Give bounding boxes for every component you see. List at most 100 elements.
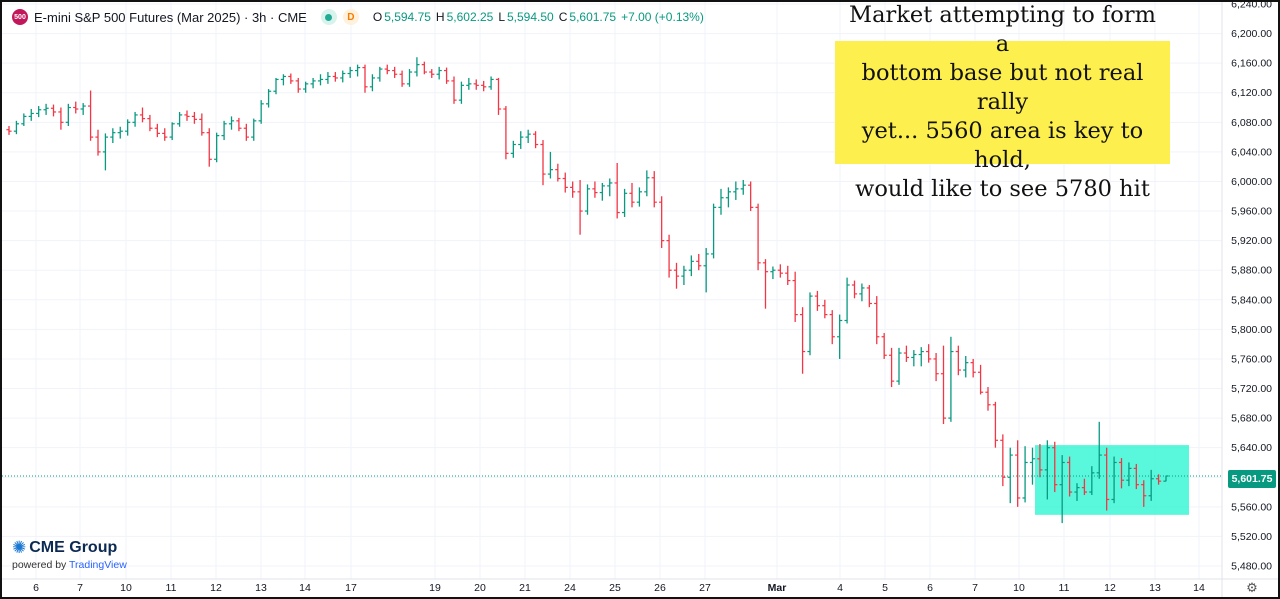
ohlc-bar [13, 120, 20, 135]
ohlc-bar [888, 347, 895, 388]
ohlc-bar [718, 188, 724, 215]
ohlc-bar [95, 129, 101, 156]
ohlc-bar [325, 72, 331, 84]
ohlc-bar [696, 253, 702, 271]
ohlc-bar [1074, 483, 1080, 501]
close-label: C [558, 10, 568, 24]
ohlc-bar [443, 67, 450, 84]
ohlc-bar [792, 271, 798, 322]
ohlc-bar [525, 129, 531, 144]
cme-logo[interactable]: ✺ CME Group powered by TradingView [12, 539, 127, 571]
price-tick-label: 6,000.00 [1231, 176, 1272, 188]
symbol-title[interactable]: E-mini S&P 500 Futures (Mar 2025) · 3h ·… [34, 9, 307, 25]
ohlc-bar [621, 188, 628, 217]
ohlc-bar [584, 184, 591, 215]
ohlc-bar [347, 66, 353, 78]
ohlc-bar [73, 101, 79, 114]
ohlc-bar [1089, 466, 1095, 496]
ohlc-bar [414, 57, 420, 77]
ohlc-bar [1059, 455, 1065, 524]
ohlc-bar [1155, 474, 1162, 485]
ohlc-bar [673, 262, 680, 289]
price-tick-label: 5,800.00 [1231, 324, 1272, 336]
ohlc-bar [762, 259, 769, 309]
ohlc-bar [644, 170, 650, 197]
powered-prefix: powered by [12, 559, 70, 571]
time-tick-label: 13 [255, 582, 267, 594]
ohlc-bar [985, 387, 991, 411]
price-tick-label: 5,680.00 [1231, 413, 1272, 425]
price-tick-label: 6,240.00 [1231, 2, 1272, 11]
time-tick-label: 19 [429, 582, 441, 594]
time-tick-label: 26 [654, 582, 666, 594]
ohlc-bar [466, 77, 472, 90]
symbol-logo-icon: 500 [12, 9, 28, 25]
ohlc-bar [488, 76, 494, 90]
grid-lines [2, 2, 1222, 579]
ohlc-bar [295, 77, 301, 93]
ohlc-bar [703, 248, 709, 293]
ohlc-bar [510, 140, 516, 158]
ohlc-bar [926, 344, 932, 363]
ohlc-bar [963, 355, 969, 378]
ohlc-bar [874, 296, 880, 345]
ohlc-bar [243, 123, 249, 141]
time-tick-label: 7 [972, 582, 978, 594]
price-tick-label: 5,960.00 [1231, 206, 1272, 218]
time-tick-label: 6 [33, 582, 39, 594]
ohlc-bar [866, 285, 872, 308]
ohlc-bar [369, 74, 376, 92]
high-value: 5,602.25 [446, 10, 494, 24]
ohlc-bar [1044, 440, 1050, 500]
ohlc-bar [429, 69, 435, 78]
ohlc-bar [399, 70, 405, 87]
ohlc-bar [636, 187, 643, 207]
ohlc-bar [881, 333, 887, 359]
price-tick-label: 6,040.00 [1231, 146, 1272, 158]
ohlc-bar [1037, 443, 1043, 478]
time-tick-label: 21 [519, 582, 531, 594]
ohlc-bar [169, 122, 175, 141]
ohlc-bar [21, 113, 27, 127]
ohlc-bar [518, 131, 524, 149]
ohlc-bar [43, 103, 49, 115]
price-tick-label: 5,920.00 [1231, 235, 1272, 247]
time-tick-label: 13 [1149, 582, 1161, 594]
ohlc-bar [977, 364, 984, 395]
price-tick-label: 5,840.00 [1231, 294, 1272, 306]
ohlc-bar [236, 117, 242, 132]
ohlc-bar [473, 79, 479, 90]
ohlc-bar [1141, 480, 1147, 507]
chart-legend: 500 E-mini S&P 500 Futures (Mar 2025) · … [12, 7, 704, 27]
ohlc-bar [629, 182, 635, 208]
ohlc-bar [36, 106, 42, 118]
ohlc-bar [1148, 469, 1154, 501]
ohlc-bar [785, 265, 791, 285]
annotation-note[interactable]: Market attempting to form a bottom base … [835, 2, 1170, 202]
ohlc-bar [814, 290, 821, 311]
ohlc-bar [844, 277, 850, 324]
delayed-data-icon: D [342, 9, 359, 25]
ohlc-bar [332, 72, 338, 82]
change-value: +7.00 (+0.13%) [621, 10, 704, 24]
ohlc-bar [532, 131, 539, 149]
price-tick-label: 5,640.00 [1231, 442, 1272, 454]
settings-gear-icon[interactable]: ⚙ [1246, 580, 1258, 595]
time-tick-label: 14 [299, 582, 311, 594]
tradingview-link[interactable]: TradingView [69, 559, 127, 571]
ohlc-bar [102, 133, 109, 171]
ohlc-bar [1081, 478, 1088, 496]
powered-by: powered by TradingView [12, 559, 127, 571]
ohlc-bar [933, 353, 939, 382]
ohlc-bar [481, 80, 487, 92]
time-tick-label: 7 [77, 582, 83, 594]
ohlc-bar [125, 119, 131, 136]
ohlc-bar [1022, 446, 1028, 503]
ohlc-bar [592, 181, 598, 198]
ohlc-bar [258, 100, 264, 124]
ohlc-bar [748, 181, 754, 212]
ohlc-bar [599, 182, 605, 201]
ohlc-bar [688, 255, 694, 277]
